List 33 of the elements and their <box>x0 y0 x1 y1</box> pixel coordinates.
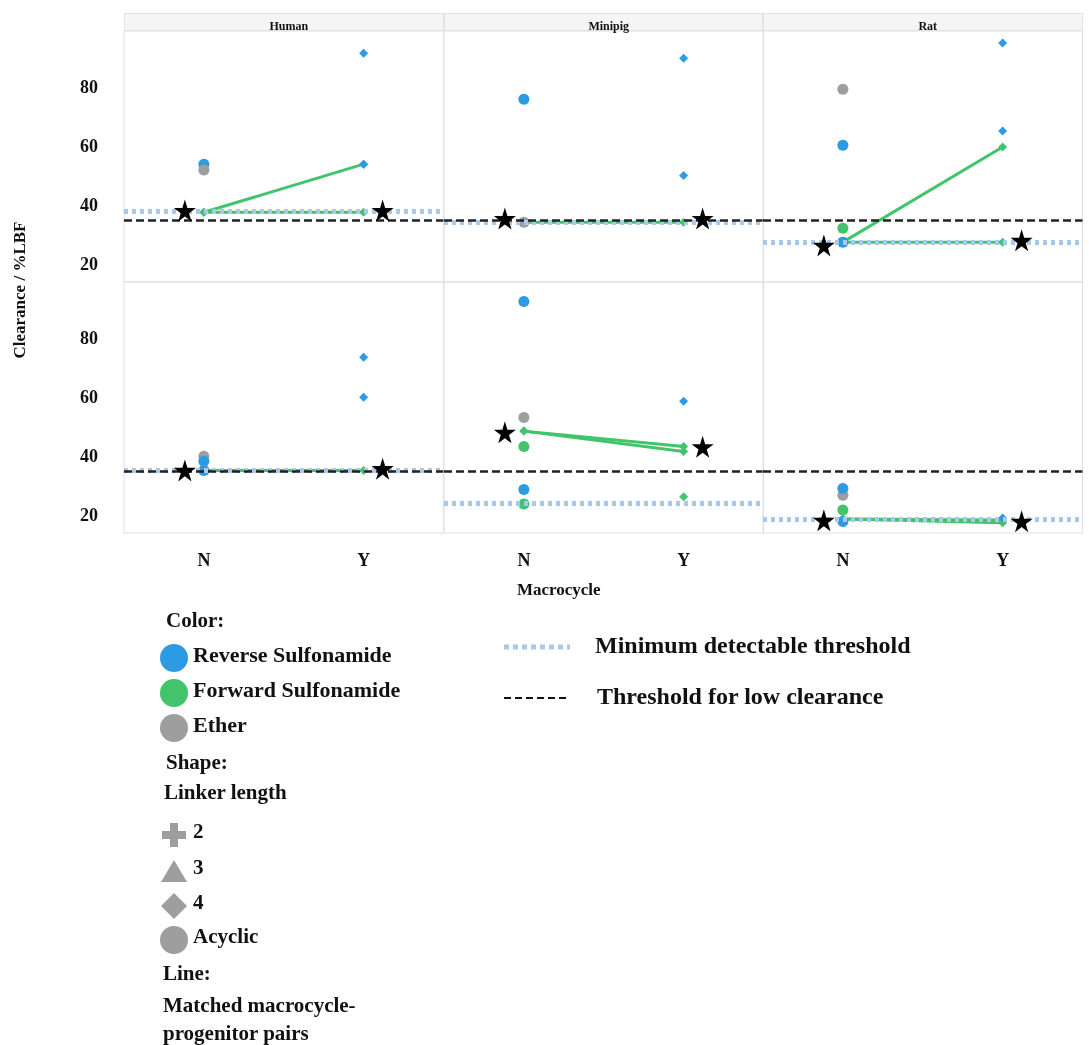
y-tick-label: 80 <box>80 77 98 98</box>
text: 2 <box>193 819 204 844</box>
x-tick-label: N <box>197 550 211 570</box>
text: Matched macrocycle-progenitor pairs <box>163 992 357 1045</box>
chart-title: Rat <box>918 19 938 33</box>
text: Ether <box>193 712 247 738</box>
text: Linker length <box>164 780 287 805</box>
x-tick-label: Y <box>996 550 1010 570</box>
x-tick-label: Y <box>676 550 690 570</box>
y-axis-title: Clearance / %LBF <box>10 220 30 361</box>
chart-title: Minipig <box>587 19 629 33</box>
x-tick-label: N <box>516 550 530 570</box>
y-tick-label: 40 <box>80 195 98 216</box>
x-tick-label: Y <box>357 550 371 570</box>
text: Shape: <box>166 750 228 775</box>
text: Line: <box>163 961 211 986</box>
text: 3 <box>193 855 204 880</box>
y-tick-label: 40 <box>80 446 98 467</box>
y-tick-label: 20 <box>80 254 98 275</box>
text: Forward Sulfonamide <box>193 677 401 703</box>
y-tick-label: 80 <box>80 328 98 349</box>
text: Minimum detectable threshold <box>595 632 911 659</box>
text: Color: <box>166 608 225 633</box>
chart-title: Human <box>269 19 309 33</box>
y-tick-label: 60 <box>80 387 98 408</box>
y-tick-label: 60 <box>80 136 98 157</box>
text: Acyclic <box>193 924 259 949</box>
text: 4 <box>193 890 204 915</box>
text: Threshold for low clearance <box>597 683 884 710</box>
y-tick-label: 20 <box>80 505 98 526</box>
x-tick-label: N <box>836 550 850 570</box>
text: Reverse Sulfonamide <box>193 642 392 668</box>
x-axis-title: Macrocycle <box>516 580 601 599</box>
